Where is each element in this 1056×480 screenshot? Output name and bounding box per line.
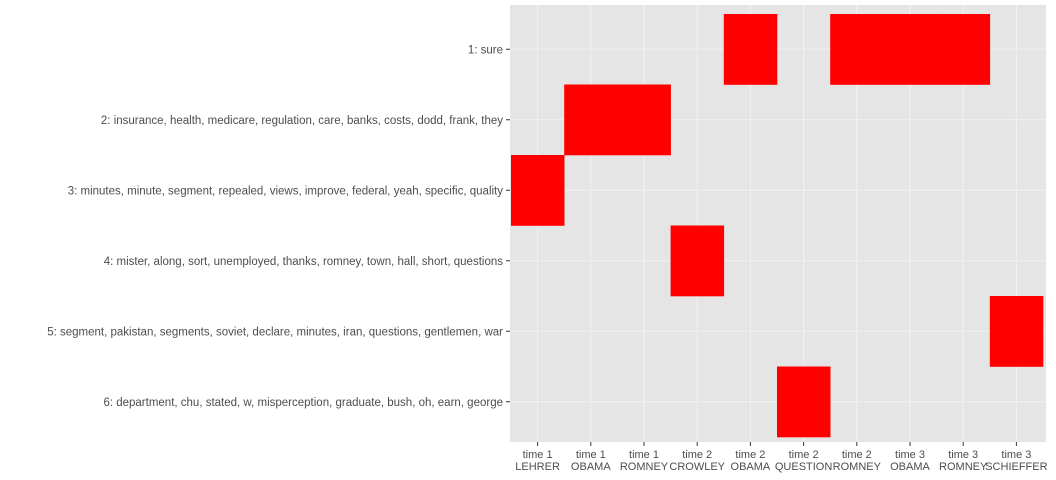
y-axis: 1: sure 2: insurance, health, medicare, r… (47, 44, 510, 409)
x-tick-label: time 1 OBAMA (571, 449, 611, 473)
x-tick-label: time 1 ROMNEY (620, 449, 669, 473)
x-tick-label: time 2 CROWLEY (669, 449, 725, 473)
x-tick-label: time 2 ROMNEY (833, 449, 882, 473)
x-tick-label: time 1 LEHRER (515, 449, 560, 473)
y-tick-label: 4: mister, along, sort, unemployed, than… (104, 256, 504, 268)
x-tick-label: time 3 OBAMA (890, 449, 930, 473)
tile (723, 14, 778, 85)
tile (617, 84, 671, 156)
tile (936, 14, 991, 85)
tile (670, 225, 725, 297)
x-tick-label: time 2 QUESTION (775, 449, 833, 473)
tile (511, 155, 565, 226)
tile (564, 84, 618, 156)
y-tick-label: 3: minutes, minute, segment, repealed, v… (68, 185, 504, 197)
x-tick-label: time 3 ROMNEY (939, 449, 988, 473)
tile (777, 366, 831, 438)
y-tick-label: 1: sure (468, 44, 503, 56)
x-tick-label: time 2 OBAMA (731, 449, 771, 473)
y-tick-label: 5: segment, pakistan, segments, soviet, … (47, 326, 503, 338)
tile (830, 14, 884, 85)
tile (989, 296, 1044, 367)
tiles (511, 14, 1044, 438)
x-tick-label: time 3 SCHIEFFER (985, 449, 1047, 473)
y-tick-label: 2: insurance, health, medicare, regulati… (101, 115, 503, 127)
y-tick-label: 6: department, chu, stated, w, mispercep… (103, 397, 503, 409)
tile (883, 14, 937, 85)
